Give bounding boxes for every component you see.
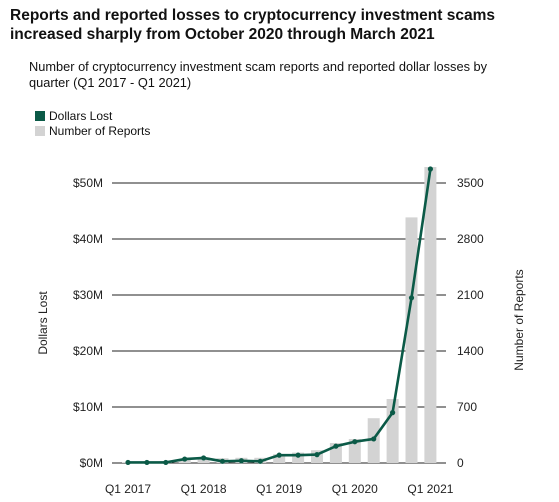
chart-subtitle: Number of cryptocurrency investment scam…: [29, 59, 488, 90]
dollars-lost-point: [295, 452, 301, 458]
dollars-lost-point: [163, 459, 169, 466]
x-tick-label: Q1 2020: [332, 482, 378, 496]
report-bar: [348, 439, 361, 463]
y-tick-label: $10M: [73, 400, 103, 414]
dollars-lost-line: [125, 166, 433, 466]
x-tick-label: Q1 2017: [105, 482, 151, 496]
y-tick-label: $50M: [73, 176, 103, 190]
y-tick-label: $0M: [80, 456, 103, 470]
x-tick-label: Q1 2018: [181, 482, 227, 496]
dollars-lost-point: [144, 459, 150, 466]
dollars-lost-point: [201, 455, 207, 461]
dollars-lost-polyline: [128, 168, 432, 464]
y2-tick-label: 1400: [457, 344, 484, 358]
dollars-lost-point: [408, 295, 415, 301]
y2-axis-title: Number of Reports: [512, 269, 526, 370]
legend-swatch-bar: [35, 125, 45, 136]
dollars-lost-point: [125, 459, 131, 466]
dollars-lost-point: [390, 410, 396, 416]
dollars-lost-point: [219, 458, 226, 464]
y-tick-label: $30M: [73, 288, 103, 302]
legend-swatch-line: [35, 110, 45, 121]
dollars-lost-point: [257, 458, 263, 464]
dollars-lost-point: [352, 439, 358, 445]
axes: Dollars Lost Number of Reports $0M 0 $10M 7…: [36, 176, 526, 496]
x-tick-label: Q1 2019: [256, 482, 302, 496]
dollars-lost-point: [276, 452, 282, 458]
report-bar: [273, 454, 286, 463]
y-tick-label: $40M: [73, 232, 103, 246]
bars: [122, 167, 437, 463]
chart-title: Reports and reported losses to cryptocur…: [10, 7, 495, 43]
legend-item-dollars-lost: Dollars Lost: [35, 108, 150, 123]
y2-tick-label: 3500: [457, 176, 484, 190]
legend-label-number-of-reports: Number of Reports: [49, 123, 151, 138]
y2-tick-label: 700: [457, 400, 477, 414]
dollars-lost-point: [314, 452, 320, 458]
y2-tick-label: 0: [457, 456, 464, 470]
dollars-lost-point: [333, 443, 339, 449]
x-tick-label: Q1 2021: [407, 482, 453, 496]
dollars-lost-point: [182, 456, 188, 462]
report-bar: [292, 452, 305, 463]
legend-item-number-of-reports: Number of Reports: [35, 123, 150, 138]
dollars-lost-point: [238, 458, 244, 464]
y-axis-title: Dollars Lost: [36, 291, 50, 355]
dollars-lost-point: [427, 166, 433, 172]
y2-tick-label: 2100: [457, 288, 484, 302]
report-bar: [424, 167, 437, 463]
legend: Dollars Lost Number of Reports: [35, 108, 150, 138]
y2-tick-label: 2800: [457, 232, 484, 246]
dollars-lost-point: [371, 436, 377, 442]
report-bar: [405, 217, 418, 463]
legend-label-dollars-lost: Dollars Lost: [49, 108, 113, 123]
y-tick-label: $20M: [73, 344, 103, 358]
